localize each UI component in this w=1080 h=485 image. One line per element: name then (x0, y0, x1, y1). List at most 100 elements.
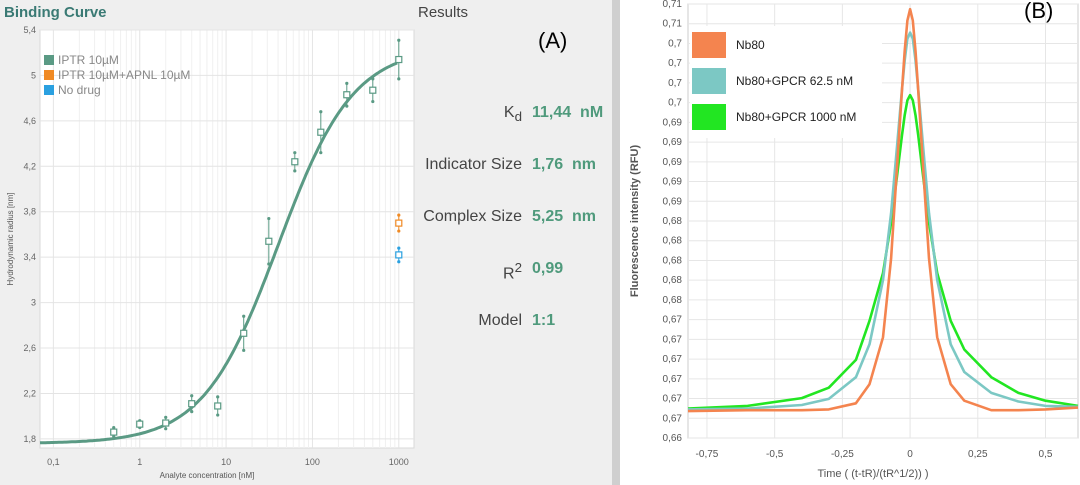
error-cap (164, 415, 168, 419)
data-point (395, 55, 403, 64)
error-cap (112, 435, 116, 439)
x-tick-label: -0,25 (831, 449, 854, 460)
error-cap (112, 425, 116, 430)
data-point (291, 158, 299, 166)
legend-swatch (44, 55, 54, 65)
result-label: Model (478, 312, 522, 329)
error-cap (397, 229, 401, 233)
data-point (240, 329, 248, 337)
x-tick-label: -0,75 (696, 449, 719, 460)
plot-area (39, 29, 415, 449)
error-cap (216, 413, 220, 417)
panel-a: Binding Curve Results (A) 1,8 2,2 2,6 3 3,4 3… (0, 0, 612, 485)
y-tick-label: 0,69 (663, 177, 683, 188)
data-point (395, 219, 403, 227)
x-tick-label: -0,5 (766, 449, 784, 460)
y-tick-label: 5,4 (23, 25, 36, 35)
x-axis-label: Analyte concentration [nM] (160, 471, 255, 480)
panel-label-a: (A) (538, 28, 568, 53)
y-tick-label: 0,69 (663, 196, 683, 207)
data-point (265, 237, 273, 245)
data-point (343, 91, 351, 99)
y-axis-label: Hydrodynamic radius [nm] (6, 193, 15, 286)
y-tick-label: 0,68 (663, 255, 683, 266)
y-tick-label: 4,2 (23, 161, 36, 171)
legend-swatch (692, 32, 726, 58)
legend-swatch (44, 70, 54, 80)
y-tick-label: 0,67 (663, 374, 683, 385)
result-value: 1:1 (532, 312, 556, 329)
y-axis-label: Fluorescence intensity (RFU) (629, 145, 641, 298)
panel-label-b: (B) (1024, 0, 1054, 23)
error-cap (371, 99, 375, 104)
data-point (369, 86, 377, 94)
result-value: 0,99 (532, 260, 564, 277)
error-cap (242, 314, 246, 318)
y-tick-label: 4,6 (23, 116, 36, 126)
result-label: Kd (503, 104, 522, 125)
fit-curve (39, 61, 398, 445)
series-line (687, 93, 1079, 410)
y-tick-label: 0,69 (663, 157, 683, 168)
x-tick-label: 100 (305, 457, 320, 467)
y-tick-label: 0,7 (668, 98, 682, 109)
result-value: 5,25 nm (532, 208, 597, 225)
y-tick-label: 2,2 (23, 388, 36, 398)
y-tick-label: 0,67 (663, 315, 683, 326)
y-tick-label: 1,8 (23, 434, 36, 444)
error-cap (397, 246, 401, 250)
legend-swatch (692, 104, 726, 130)
y-tick-label: 0,67 (663, 394, 683, 405)
error-cap (164, 427, 168, 431)
series-line (687, 7, 1079, 413)
panel-b: 0,66 0,67 0,67 0,67 0,67 0,67 0,67 0,68 0,68 0,68… (620, 0, 1080, 485)
y-tick-label: 0,71 (663, 19, 683, 30)
data-point (214, 402, 222, 410)
error-cap (397, 213, 401, 217)
legend-label: IPTR 10µM (58, 53, 119, 67)
binding-curve-chart: 1,8 2,2 2,6 3 3,4 3,8 4,2 4,6 5 5,4 0,1 1 10 100 1000 A… (6, 25, 415, 480)
y-tick-label: 0,7 (668, 38, 682, 49)
legend-label: IPTR 10µM+APNL 10µM (58, 68, 190, 82)
error-cap (345, 104, 349, 108)
data-point (136, 420, 144, 428)
data-point (110, 428, 118, 436)
x-tick-label: 0,1 (47, 457, 60, 467)
x-tick-label: 1000 (389, 457, 409, 467)
error-cap (190, 410, 194, 414)
error-cap (216, 395, 220, 399)
error-cap (293, 151, 297, 155)
y-tick-label: 0,68 (663, 275, 683, 286)
data-point (162, 419, 170, 427)
x-tick-label: 0,5 (1039, 449, 1053, 460)
y-tick-label: 0,69 (663, 137, 683, 148)
panel-divider (612, 0, 620, 485)
results-title: Results (418, 4, 469, 21)
y-tick-label: 0,67 (663, 413, 683, 424)
x-axis-label: Time ( (t-tR)/(tR^1/2)) ) (817, 468, 928, 480)
y-tick-label: 0,7 (668, 78, 682, 89)
result-value: 11,44 nM (532, 104, 604, 121)
x-tick-label: 10 (221, 457, 231, 467)
legend-label: Nb80+GPCR 62.5 nM (736, 74, 853, 88)
result-label: R2 (503, 260, 522, 283)
data-point (188, 400, 196, 408)
error-cap (319, 110, 323, 114)
error-cap (293, 169, 297, 173)
error-cap (190, 394, 194, 398)
legend-swatch (692, 68, 726, 94)
error-cap (267, 216, 271, 221)
y-tick-label: 0,71 (663, 0, 683, 10)
fluorescence-chart: 0,66 0,67 0,67 0,67 0,67 0,67 0,67 0,68 0,68 0,68… (629, 0, 1079, 480)
y-tick-label: 0,68 (663, 295, 683, 306)
result-value: 1,76 nm (532, 156, 597, 173)
y-tick-label: 0,68 (663, 216, 683, 227)
error-cap (345, 81, 349, 85)
result-label: Indicator Size (425, 156, 522, 173)
y-tick-label: 3 (31, 298, 36, 308)
error-cap (397, 38, 401, 42)
error-cap (371, 77, 375, 81)
y-tick-label: 5 (31, 70, 36, 80)
y-tick-label: 3,4 (23, 252, 36, 262)
legend-label: No drug (58, 83, 101, 97)
